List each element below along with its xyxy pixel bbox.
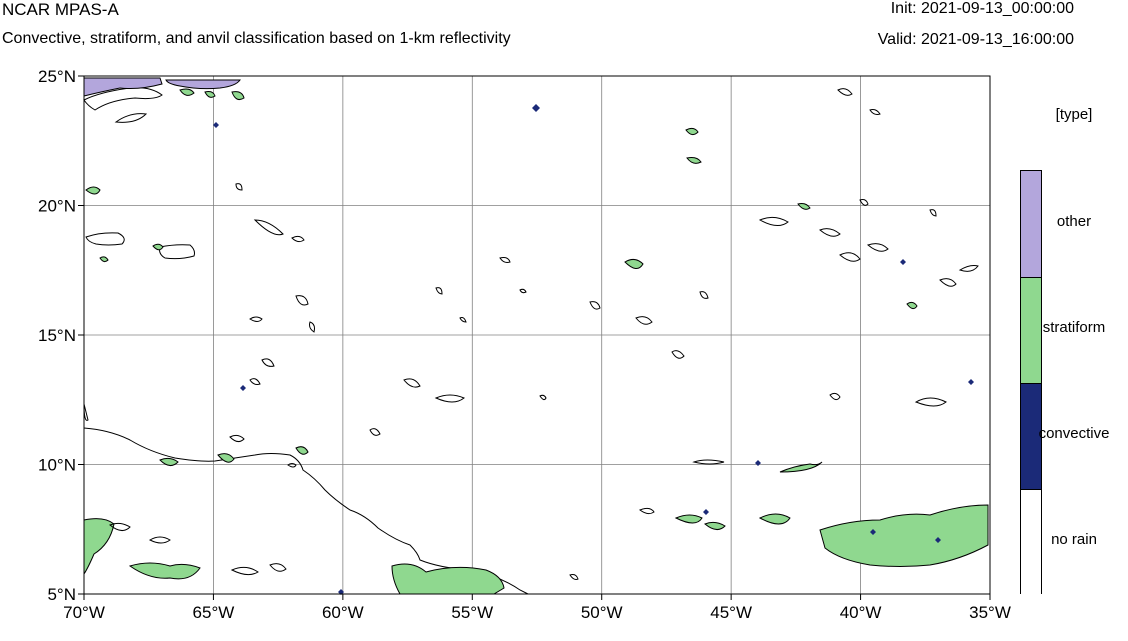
model-title: NCAR MPAS-A — [2, 0, 119, 19]
stratiform-region — [674, 461, 823, 530]
legend-label-convective: convective — [1038, 425, 1110, 442]
scattered-cells — [109, 88, 979, 580]
south-america-coastline — [83, 427, 529, 595]
stratiform-region — [819, 504, 989, 567]
island-coastline — [249, 316, 263, 322]
stratiform-region — [624, 127, 918, 310]
init-time: Init: 2021-09-13_00:00:00 — [890, 0, 1074, 17]
lon-tick-label: 70°W — [63, 603, 105, 622]
stratiform-region — [85, 186, 164, 263]
cell-outline — [114, 113, 315, 333]
lon-tick-label: 65°W — [193, 603, 235, 622]
cell-outline — [539, 394, 725, 580]
lon-tick-label: 40°W — [840, 603, 882, 622]
lat-tick-label: 15°N — [38, 326, 76, 345]
cell-outline — [758, 216, 889, 262]
trinidad-coastline — [287, 463, 297, 468]
precip-features — [83, 77, 989, 595]
graticule — [84, 76, 990, 594]
legend-colorbar — [1020, 170, 1042, 596]
latitude-labels: 25°N 20°N 15°N 10°N 5°N — [38, 67, 76, 604]
other-anvil-region — [83, 77, 163, 97]
cell-outline — [235, 183, 305, 385]
lat-tick-label: 20°N — [38, 197, 76, 216]
cell-outline — [229, 378, 465, 443]
longitude-labels: 70°W 65°W 60°W 55°W 50°W 45°W 40°W 35°W — [63, 603, 1011, 622]
cell-outline — [829, 265, 979, 407]
valid-time: Valid: 2021-09-13_16:00:00 — [877, 31, 1074, 48]
legend-title: [type] — [1055, 106, 1093, 123]
legend-swatch-convective — [1021, 383, 1041, 490]
legend-label-other: other — [1056, 213, 1092, 230]
island-coastline — [159, 244, 195, 260]
other-anvil-region — [165, 79, 241, 90]
cell-outline — [109, 522, 287, 576]
lon-tick-label: 45°W — [710, 603, 752, 622]
cell-outline — [435, 257, 527, 323]
lat-tick-label: 10°N — [38, 456, 76, 475]
axis-ticks — [78, 75, 991, 600]
legend-swatch-stratiform — [1021, 277, 1041, 384]
legend-label-no-rain: no rain — [1051, 531, 1097, 548]
island-coastline — [85, 232, 125, 246]
plot-subtitle: Convective, stratiform, and anvil classi… — [2, 30, 511, 47]
stratiform-region — [159, 446, 309, 466]
lon-tick-label: 55°W — [451, 603, 493, 622]
stratiform-region — [179, 88, 245, 100]
map-panel — [78, 75, 991, 600]
cell-outline — [589, 291, 709, 359]
legend-label-stratiform: stratiform — [1042, 319, 1106, 336]
cell-outline — [837, 88, 937, 217]
lat-tick-label: 5°N — [47, 585, 76, 604]
lon-tick-label: 50°W — [581, 603, 623, 622]
lat-tick-label: 25°N — [38, 67, 76, 86]
stratiform-region — [391, 563, 505, 595]
legend-swatch-no-rain — [1021, 489, 1041, 596]
legend-swatch-other — [1021, 171, 1041, 277]
lon-tick-label: 60°W — [322, 603, 364, 622]
lon-tick-label: 35°W — [969, 603, 1011, 622]
